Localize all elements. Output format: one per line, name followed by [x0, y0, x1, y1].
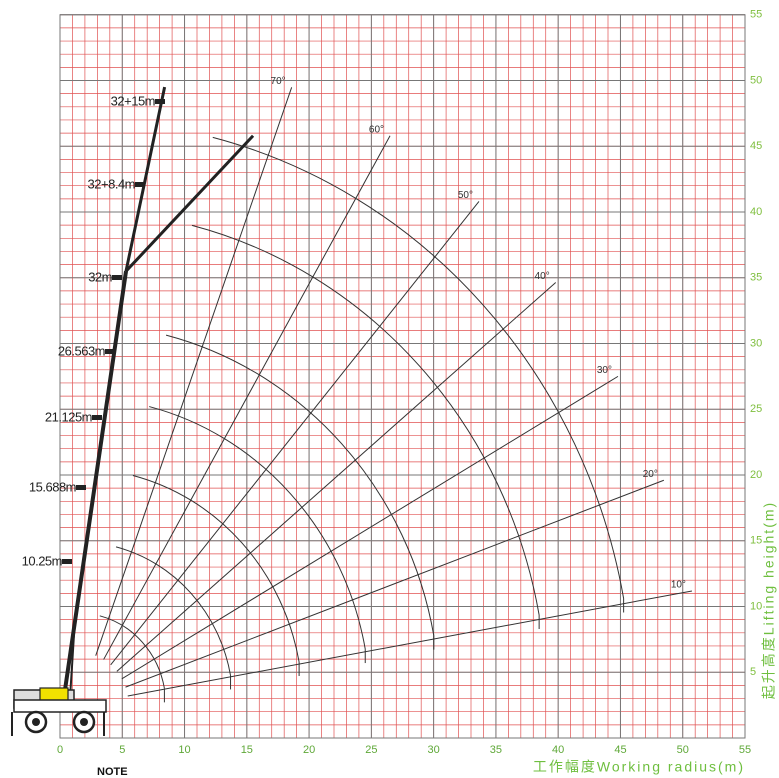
boom-joint: [62, 559, 72, 564]
boom-joint: [112, 275, 122, 280]
boom: [124, 86, 167, 272]
range-arc: [132, 474, 300, 663]
y-tick-label: 55: [750, 9, 762, 21]
note: NOTE: [97, 766, 128, 778]
angle-label: 30°: [597, 365, 612, 376]
boom-joint: [92, 415, 102, 420]
angle-label: 40°: [535, 271, 550, 282]
angle-line: [95, 87, 293, 656]
y-tick-label: 15: [750, 535, 762, 547]
y-tick-label: 5: [750, 666, 756, 678]
boom-joint: [105, 349, 115, 354]
x-tick-label: 5: [119, 744, 125, 756]
x-tick-label: 55: [739, 744, 751, 756]
x-tick-label: 50: [677, 744, 689, 756]
boom-length-label: 10.25m: [22, 553, 62, 568]
x-tick-label: 35: [490, 744, 502, 756]
x-axis-title: 工作幅度Working radius(m): [533, 759, 745, 775]
range-arc: [115, 546, 232, 676]
marks: 70° 60° 50° 40° 30° 20° 10° 32+15m 32+8.4m 32m 26.…: [22, 76, 693, 703]
x-tick-label: 25: [365, 744, 377, 756]
angle-label: 70°: [271, 76, 286, 87]
x-tick-label: 15: [241, 744, 253, 756]
x-tick-label: 20: [303, 744, 315, 756]
angle-line: [127, 590, 693, 697]
angle-line: [125, 479, 665, 688]
boom-length-label: 26.563m: [58, 343, 105, 358]
x-tick-label: 0: [57, 744, 63, 756]
grid: 0 5 10 15 20 25 30 35 40 45 50 55510152025303540455…: [57, 9, 762, 756]
boom: [124, 134, 255, 273]
range-arc: [191, 224, 540, 616]
y-tick-label: 35: [750, 272, 762, 284]
x-tick-label: 10: [178, 744, 190, 756]
boom: [68, 619, 76, 699]
boom-length-label: 21.125m: [45, 409, 92, 424]
y-tick-label: 45: [750, 140, 762, 152]
crane-illustration: [11, 687, 107, 736]
range-arc: [149, 406, 366, 650]
angle-label: 50°: [458, 190, 473, 201]
angle-label: 60°: [369, 124, 384, 135]
range-arc: [212, 136, 625, 599]
x-tick-label: 45: [614, 744, 626, 756]
boom-joint: [155, 99, 165, 104]
range-arc: [99, 615, 165, 689]
y-tick-label: 50: [750, 74, 762, 86]
angle-label: 10°: [671, 580, 686, 591]
y-tick-label: 40: [750, 206, 762, 218]
angle-line: [116, 282, 557, 672]
x-tick-label: 30: [428, 744, 440, 756]
boom-joint: [76, 485, 86, 490]
y-tick-label: 10: [750, 600, 762, 612]
y-tick-label: 30: [750, 337, 762, 349]
angle-line: [110, 201, 480, 666]
boom-length-label: 32+8.4m: [88, 176, 135, 191]
angle-line: [103, 135, 391, 660]
boom-length-label: 32m: [88, 269, 112, 284]
angle-label: 20°: [643, 469, 658, 480]
x-tick-label: 40: [552, 744, 564, 756]
y-tick-label: 25: [750, 403, 762, 415]
angle-line: [121, 375, 619, 680]
boom-length-label: 32+15m: [111, 93, 155, 108]
plot-frame: [59, 14, 746, 739]
y-tick-label: 20: [750, 469, 762, 481]
range-arc: [165, 334, 435, 636]
boom-joint: [135, 182, 145, 187]
y-axis-title: 起升高度Lifting height(m): [761, 501, 777, 699]
boom-length-label: 15.688m: [29, 479, 76, 494]
